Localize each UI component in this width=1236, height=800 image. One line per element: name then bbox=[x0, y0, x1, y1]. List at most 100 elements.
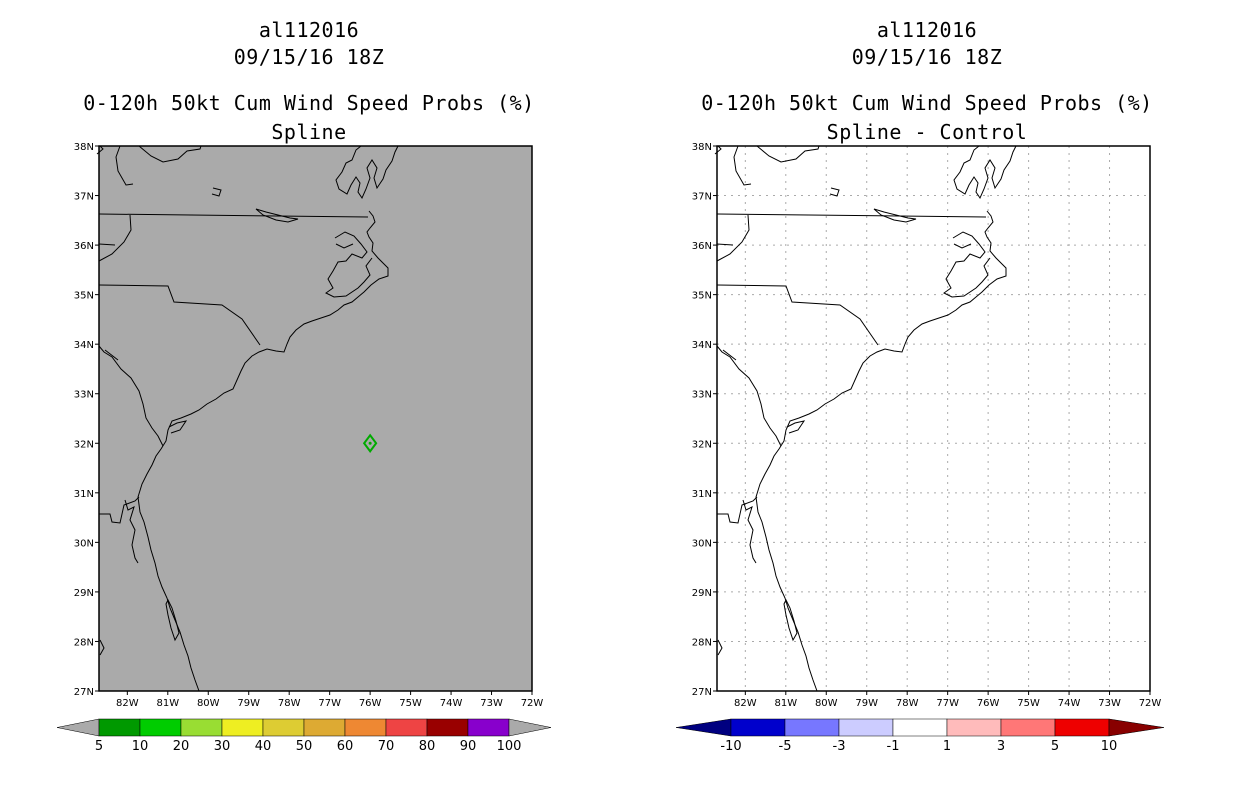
lat-label: 27N bbox=[692, 687, 712, 698]
lat-label: 29N bbox=[692, 588, 712, 599]
lat-label: 34N bbox=[74, 340, 94, 351]
lon-label: 77W bbox=[936, 698, 959, 709]
date-title: 09/15/16 18Z bbox=[233, 45, 385, 69]
lat-label: 36N bbox=[692, 241, 712, 252]
lon-label: 75W bbox=[1017, 698, 1040, 709]
product-title: 0-120h 50kt Cum Wind Speed Probs (%) bbox=[701, 91, 1153, 115]
product-title: 0-120h 50kt Cum Wind Speed Probs (%) bbox=[83, 91, 535, 115]
right-panel: al112016 09/15/16 18Z 0-120h 50kt Cum Wi… bbox=[618, 0, 1236, 800]
coastline bbox=[714, 145, 1017, 692]
colorbar-low-triangle bbox=[56, 718, 100, 737]
inland-waters bbox=[717, 187, 991, 656]
colorbar-label: 70 bbox=[378, 739, 395, 754]
lat-label: 33N bbox=[692, 390, 712, 401]
lat-label: 35N bbox=[74, 291, 94, 302]
colorbar-swatch bbox=[946, 718, 1002, 737]
lon-label: 82W bbox=[116, 698, 139, 709]
lon-label: 80W bbox=[197, 698, 220, 709]
lon-label: 79W bbox=[237, 698, 260, 709]
inland-waters bbox=[99, 187, 373, 656]
colorbar-label: -3 bbox=[833, 739, 846, 754]
map-background bbox=[717, 146, 1150, 691]
lon-label: 81W bbox=[774, 698, 797, 709]
lat-label: 31N bbox=[74, 489, 94, 500]
lat-label: 31N bbox=[692, 489, 712, 500]
lat-label: 35N bbox=[692, 291, 712, 302]
probability-contour-center bbox=[368, 441, 372, 445]
map-frame bbox=[716, 145, 1151, 692]
lat-label: 30N bbox=[74, 538, 94, 549]
storm-id-title: al112016 bbox=[258, 18, 360, 42]
lat-label: 29N bbox=[74, 588, 94, 599]
lat-label: 37N bbox=[692, 192, 712, 203]
colorbar-label: -1 bbox=[887, 739, 900, 754]
probability-contour bbox=[362, 433, 378, 453]
colorbar-label: 5 bbox=[95, 739, 103, 754]
colorbar-label: 90 bbox=[460, 739, 477, 754]
colorbar-label: 10 bbox=[132, 739, 149, 754]
colorbar-label: 30 bbox=[214, 739, 231, 754]
colorbar-swatch bbox=[1000, 718, 1056, 737]
lat-label: 32N bbox=[74, 439, 94, 450]
colorbar-swatch bbox=[303, 718, 346, 737]
colorbar-label: 10 bbox=[1101, 739, 1118, 754]
storm-id-title: al112016 bbox=[876, 18, 978, 42]
colorbar-swatch bbox=[180, 718, 223, 737]
colorbar-swatch bbox=[344, 718, 387, 737]
colorbar-swatch bbox=[838, 718, 894, 737]
lon-label: 74W bbox=[440, 698, 463, 709]
lon-label: 81W bbox=[156, 698, 179, 709]
colorbar-swatch bbox=[262, 718, 305, 737]
state-borders bbox=[716, 213, 987, 524]
lat-label: 27N bbox=[74, 687, 94, 698]
colorbar-label: 1 bbox=[943, 739, 951, 754]
lat-label: 37N bbox=[74, 192, 94, 203]
coastline bbox=[96, 145, 399, 692]
lon-label: 75W bbox=[399, 698, 422, 709]
map-frame bbox=[98, 145, 533, 692]
colorbar-label: 50 bbox=[296, 739, 313, 754]
map-right: 38N 37N 36N 35N 34N 33N 32N 31N 30N 29N 28N 27N 82W 8… bbox=[675, 142, 1165, 754]
lon-label: 76W bbox=[359, 698, 382, 709]
lon-label: 73W bbox=[480, 698, 503, 709]
lon-label: 74W bbox=[1058, 698, 1081, 709]
colorbar-label: 40 bbox=[255, 739, 272, 754]
lon-label: 79W bbox=[855, 698, 878, 709]
lon-label: 72W bbox=[1139, 698, 1162, 709]
subtitle: Spline bbox=[271, 120, 347, 144]
colorbar-label: 80 bbox=[419, 739, 436, 754]
colorbar-label: 5 bbox=[1051, 739, 1059, 754]
lat-label: 28N bbox=[74, 637, 94, 648]
lat-label: 38N bbox=[74, 142, 94, 153]
colorbar-swatch bbox=[730, 718, 786, 737]
colorbar-swatch bbox=[426, 718, 469, 737]
state-borders bbox=[98, 213, 369, 524]
map-left: 38N 37N 36N 35N 34N 33N 32N 31N 30N 29N 28N 27N 82W 8… bbox=[56, 142, 552, 754]
lon-label: 72W bbox=[521, 698, 544, 709]
map-background bbox=[99, 146, 532, 691]
lat-label: 28N bbox=[692, 637, 712, 648]
lat-label: 32N bbox=[692, 439, 712, 450]
colorbar-swatch bbox=[784, 718, 840, 737]
colorbar-swatch bbox=[139, 718, 182, 737]
colorbar-swatch bbox=[892, 718, 948, 737]
lat-label: 34N bbox=[692, 340, 712, 351]
date-title: 09/15/16 18Z bbox=[851, 45, 1003, 69]
lon-label: 82W bbox=[734, 698, 757, 709]
colorbar-swatch bbox=[385, 718, 428, 737]
colorbar-label: 3 bbox=[997, 739, 1005, 754]
lon-label: 80W bbox=[815, 698, 838, 709]
colorbar-label: 60 bbox=[337, 739, 354, 754]
colorbar-low-triangle bbox=[675, 718, 732, 737]
lat-label: 38N bbox=[692, 142, 712, 153]
lat-label: 36N bbox=[74, 241, 94, 252]
colorbar-label: 100 bbox=[497, 739, 522, 754]
colorbar-label: -5 bbox=[779, 739, 792, 754]
subtitle: Spline - Control bbox=[826, 120, 1028, 144]
colorbar-swatch bbox=[1054, 718, 1110, 737]
colorbar-swatch bbox=[221, 718, 264, 737]
colorbar-high-triangle bbox=[508, 718, 552, 737]
lat-label: 30N bbox=[692, 538, 712, 549]
colorbar-high-triangle bbox=[1108, 718, 1165, 737]
lon-label: 76W bbox=[977, 698, 1000, 709]
